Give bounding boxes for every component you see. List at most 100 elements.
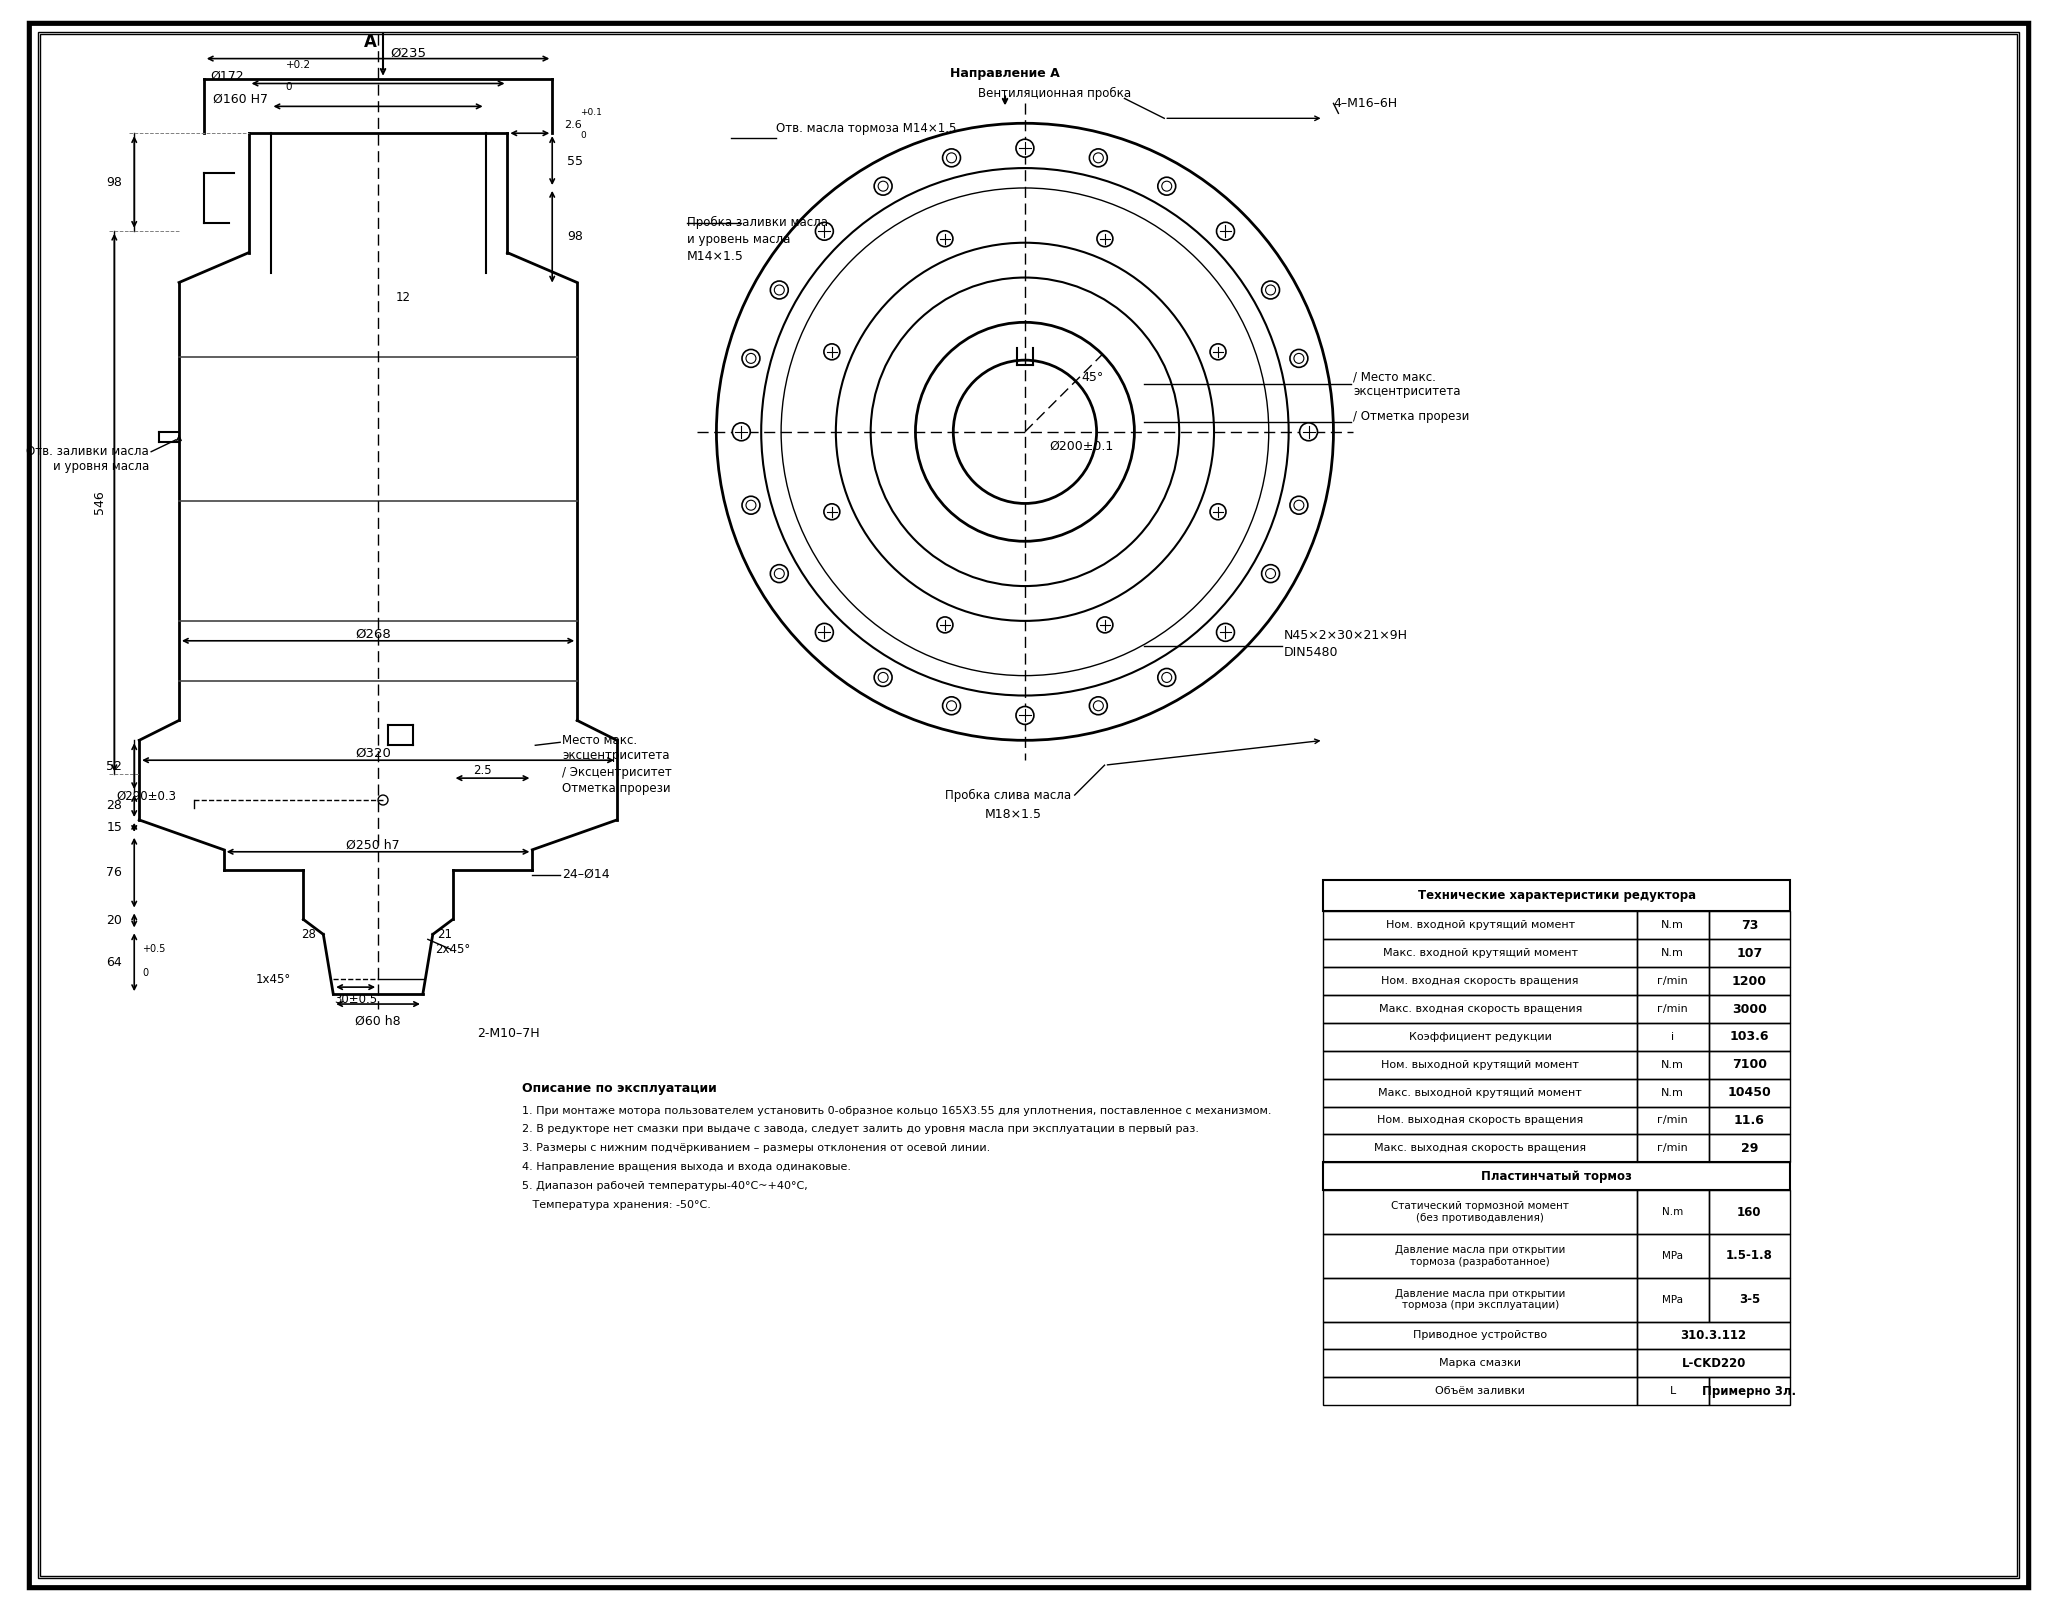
- Circle shape: [1216, 623, 1234, 641]
- Text: Приводное устройство: Приводное устройство: [1412, 1330, 1548, 1341]
- Text: 64: 64: [106, 956, 123, 969]
- Text: 0: 0: [141, 968, 147, 979]
- Text: 1x45°: 1x45°: [256, 972, 291, 985]
- Text: Ø320: Ø320: [354, 747, 391, 760]
- Bar: [1709, 968, 1791, 995]
- Circle shape: [1097, 230, 1114, 246]
- Bar: [1638, 1079, 1709, 1106]
- Bar: [1324, 1278, 1638, 1322]
- Text: 0: 0: [285, 82, 293, 92]
- Text: / Место макс.: / Место макс.: [1353, 370, 1437, 383]
- Text: 29: 29: [1740, 1141, 1758, 1154]
- Text: Ном. выходной крутящий момент: Ном. выходной крутящий момент: [1382, 1059, 1578, 1069]
- Text: Ном. входная скорость вращения: Ном. входная скорость вращения: [1382, 976, 1578, 987]
- Text: 3. Размеры с нижним подчёркиванием – размеры отклонения от осевой линии.: 3. Размеры с нижним подчёркиванием – раз…: [522, 1143, 991, 1153]
- Bar: [1638, 1051, 1709, 1079]
- Bar: [1638, 1349, 1791, 1377]
- Text: N.m: N.m: [1662, 1059, 1685, 1069]
- Bar: [1709, 939, 1791, 968]
- Circle shape: [823, 345, 839, 359]
- Text: 1.5-1.8: 1.5-1.8: [1726, 1249, 1773, 1262]
- Text: A: A: [364, 32, 377, 50]
- Text: 52: 52: [106, 760, 123, 773]
- Text: / Эксцентриситет: / Эксцентриситет: [563, 766, 671, 779]
- Text: 21: 21: [438, 927, 452, 940]
- Text: 28: 28: [106, 800, 123, 813]
- Text: 103.6: 103.6: [1730, 1030, 1769, 1043]
- Text: Место макс.: Место макс.: [563, 734, 637, 747]
- Text: 30±0.5: 30±0.5: [334, 992, 377, 1006]
- Circle shape: [1210, 345, 1226, 359]
- Text: i: i: [1670, 1032, 1674, 1042]
- Text: Отметка прорези: Отметка прорези: [563, 781, 671, 795]
- Text: Температура хранения: -50°С.: Температура хранения: -50°С.: [522, 1199, 710, 1211]
- Bar: [1709, 1377, 1791, 1406]
- Bar: [1324, 1135, 1638, 1162]
- Text: Ø172: Ø172: [211, 69, 244, 84]
- Text: г/min: г/min: [1658, 1005, 1689, 1014]
- Text: MPa: MPa: [1662, 1251, 1683, 1261]
- Text: Ø235: Ø235: [391, 47, 426, 60]
- Bar: [1324, 1190, 1638, 1233]
- Circle shape: [770, 565, 788, 583]
- Bar: [1324, 879, 1791, 911]
- Text: 5. Диапазон рабочей температуры-40°С~+40°С,: 5. Диапазон рабочей температуры-40°С~+40…: [522, 1182, 809, 1191]
- Text: 107: 107: [1736, 947, 1762, 960]
- Bar: [1709, 1022, 1791, 1051]
- Text: Макс. входной крутящий момент: Макс. входной крутящий момент: [1382, 948, 1578, 958]
- Bar: [1709, 1278, 1791, 1322]
- Bar: [1709, 1233, 1791, 1278]
- Text: Статический тормозной момент
(без противодавления): Статический тормозной момент (без против…: [1392, 1201, 1570, 1224]
- Circle shape: [823, 504, 839, 520]
- Text: DIN5480: DIN5480: [1283, 646, 1339, 658]
- Text: Примерно 3л.: Примерно 3л.: [1703, 1385, 1797, 1397]
- Text: 2. В редукторе нет смазки при выдаче с завода, следует залить до уровня масла пр: 2. В редукторе нет смазки при выдаче с з…: [522, 1124, 1200, 1135]
- Text: 2-М10–7Н: 2-М10–7Н: [477, 1027, 540, 1040]
- Bar: [1324, 995, 1638, 1022]
- Bar: [1709, 1051, 1791, 1079]
- Text: г/min: г/min: [1658, 976, 1689, 987]
- Text: 24–Ø14: 24–Ø14: [563, 868, 610, 881]
- Text: эксцентриситета: эксцентриситета: [563, 749, 669, 762]
- Circle shape: [770, 282, 788, 299]
- Text: Макс. входная скорость вращения: Макс. входная скорость вращения: [1378, 1005, 1582, 1014]
- Circle shape: [1089, 697, 1107, 715]
- Text: N.m: N.m: [1662, 921, 1685, 931]
- Text: М14×1.5: М14×1.5: [686, 250, 743, 262]
- Text: 546: 546: [94, 491, 106, 514]
- Bar: [1324, 1079, 1638, 1106]
- Text: Ном. выходная скорость вращения: Ном. выходная скорость вращения: [1378, 1116, 1584, 1125]
- Text: Ø290±0.3: Ø290±0.3: [117, 789, 176, 802]
- Bar: [1324, 1022, 1638, 1051]
- Bar: [1638, 1135, 1709, 1162]
- Text: Давление масла при открытии
тормоза (при эксплуатации): Давление масла при открытии тормоза (при…: [1396, 1288, 1566, 1311]
- Text: Макс. выходной крутящий момент: Макс. выходной крутящий момент: [1378, 1088, 1582, 1098]
- Circle shape: [1015, 138, 1034, 158]
- Bar: [1324, 1322, 1638, 1349]
- Bar: [1638, 911, 1709, 939]
- Circle shape: [1015, 707, 1034, 724]
- Text: Макс. выходная скорость вращения: Макс. выходная скорость вращения: [1374, 1143, 1586, 1153]
- Circle shape: [733, 423, 751, 441]
- Text: Коэффициент редукции: Коэффициент редукции: [1408, 1032, 1552, 1042]
- Text: 55: 55: [567, 155, 583, 167]
- Bar: [1709, 995, 1791, 1022]
- Text: 20: 20: [106, 914, 123, 927]
- Text: Ø60 h8: Ø60 h8: [356, 1014, 401, 1027]
- Text: Ø268: Ø268: [356, 628, 391, 641]
- Text: 76: 76: [106, 866, 123, 879]
- Circle shape: [1097, 617, 1114, 633]
- Circle shape: [815, 623, 833, 641]
- Text: М18×1.5: М18×1.5: [985, 808, 1042, 821]
- Bar: [1638, 1233, 1709, 1278]
- Text: Технические характеристики редуктора: Технические характеристики редуктора: [1419, 889, 1695, 902]
- Text: 310.3.112: 310.3.112: [1681, 1328, 1746, 1343]
- Text: / Отметка прорези: / Отметка прорези: [1353, 411, 1470, 423]
- Bar: [1324, 939, 1638, 968]
- Circle shape: [1216, 222, 1234, 240]
- Text: Объём заливки: Объём заливки: [1435, 1386, 1525, 1396]
- Text: 160: 160: [1738, 1206, 1762, 1219]
- Text: г/min: г/min: [1658, 1143, 1689, 1153]
- Bar: [1709, 1135, 1791, 1162]
- Bar: [1638, 1322, 1791, 1349]
